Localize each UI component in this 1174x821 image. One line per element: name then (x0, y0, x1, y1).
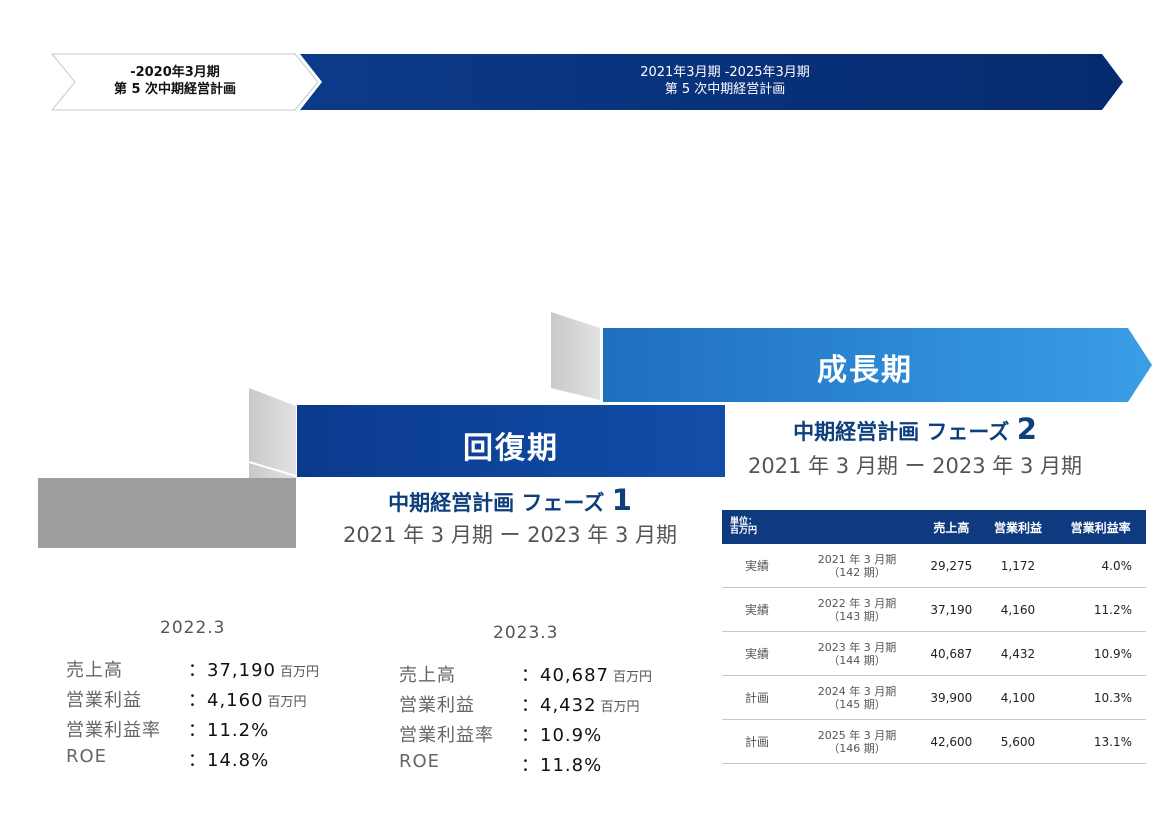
row-sales: 42,600 (922, 720, 981, 764)
row-sales: 29,275 (922, 544, 981, 588)
row-op-margin: 10.3% (1055, 676, 1146, 720)
col-header-op-margin: 営業利益率 (1055, 510, 1146, 544)
phase2-title-text: 中期経営計画 フェーズ (793, 420, 1009, 444)
kv-value: ：40,687 百万円 (521, 661, 652, 687)
current-plan-label: 2021年3月期 -2025年3月期 第 5 次中期経営計画 (340, 64, 1110, 98)
table-row: 計画 2024 年 3 月期 （145 期） 39,900 4,100 10.3% (722, 676, 1146, 720)
kv-value: ：14.8% (188, 746, 269, 772)
result-2023-sales: 売上高 ：40,687 百万円 (399, 661, 456, 687)
phase1-title: 中期経営計画 フェーズ 1 (325, 483, 695, 517)
phase1-title-text: 中期経営計画 フェーズ (388, 491, 604, 515)
summary-table: 単位： 百万円 売上高 営業利益 営業利益率 実績 2021 年 3 月期 （14… (722, 510, 1146, 764)
kv-label: 営業利益率 (399, 721, 494, 747)
kv-label: 営業利益率 (66, 716, 161, 742)
base-step (38, 478, 296, 548)
row-op-profit: 4,432 (981, 632, 1056, 676)
current-plan-period: 2021年3月期 -2025年3月期 (340, 64, 1110, 81)
row-period: 2024 年 3 月期 （145 期） (792, 676, 922, 720)
row-kind: 実績 (722, 588, 792, 632)
row-op-margin: 4.0% (1055, 544, 1146, 588)
phase2-title: 中期経営計画 フェーズ 2 (735, 412, 1095, 446)
result-2022-sales: 売上高 ：37,190 百万円 (66, 656, 123, 682)
result-2022-op-profit: 営業利益 ：4,160 百万円 (66, 686, 142, 712)
row-sales: 37,190 (922, 588, 981, 632)
result-year-2023: 2023.3 (493, 623, 558, 643)
row-kind: 計画 (722, 720, 792, 764)
phase2-number: 2 (1017, 412, 1037, 446)
row-op-margin: 11.2% (1055, 588, 1146, 632)
row-op-profit: 5,600 (981, 720, 1056, 764)
kv-label: 売上高 (399, 661, 456, 687)
phase2-period: 2021 年 3 月期 ー 2023 年 3 月期 (725, 450, 1105, 480)
kv-label: 営業利益 (399, 691, 475, 717)
current-plan-name: 第 5 次中期経営計画 (340, 81, 1110, 98)
recovery-phase-label: 回復期 (297, 423, 725, 467)
table-row: 実績 2021 年 3 月期 （142 期） 29,275 1,172 4.0% (722, 544, 1146, 588)
row-op-margin: 10.9% (1055, 632, 1146, 676)
prev-plan-period: -2020年3月期 (60, 64, 290, 81)
kv-value: ：4,160 百万円 (188, 686, 307, 712)
row-period: 2021 年 3 月期 （142 期） (792, 544, 922, 588)
result-year-2022: 2022.3 (160, 618, 225, 638)
phase1-period: 2021 年 3 月期 ー 2023 年 3 月期 (320, 519, 700, 549)
col-header-op-profit: 営業利益 (981, 510, 1056, 544)
row-period: 2025 年 3 月期 （146 期） (792, 720, 922, 764)
kv-value: ：4,432 百万円 (521, 691, 640, 717)
result-2023-op-margin: 営業利益率 ：10.9% (399, 721, 494, 747)
row-sales: 39,900 (922, 676, 981, 720)
row-op-profit: 1,172 (981, 544, 1056, 588)
table-row: 計画 2025 年 3 月期 （146 期） 42,600 5,600 13.1% (722, 720, 1146, 764)
col-header-sales: 売上高 (922, 510, 981, 544)
kv-label: ROE (399, 751, 440, 772)
table-row: 実績 2023 年 3 月期 （144 期） 40,687 4,432 10.9% (722, 632, 1146, 676)
row-sales: 40,687 (922, 632, 981, 676)
kv-label: 営業利益 (66, 686, 142, 712)
kv-value: ：10.9% (521, 721, 602, 747)
kv-value: ：37,190 百万円 (188, 656, 319, 682)
kv-value: ：11.8% (521, 751, 602, 777)
row-kind: 計画 (722, 676, 792, 720)
row-kind: 実績 (722, 632, 792, 676)
row-kind: 実績 (722, 544, 792, 588)
table-header-row: 単位： 百万円 売上高 営業利益 営業利益率 (722, 510, 1146, 544)
result-2022-roe: ROE ：14.8% (66, 746, 107, 767)
row-op-profit: 4,100 (981, 676, 1056, 720)
result-2022-op-margin: 営業利益率 ：11.2% (66, 716, 161, 742)
result-2023-op-profit: 営業利益 ：4,432 百万円 (399, 691, 475, 717)
row-period: 2023 年 3 月期 （144 期） (792, 632, 922, 676)
kv-value: ：11.2% (188, 716, 269, 742)
row-op-margin: 13.1% (1055, 720, 1146, 764)
phase1-number: 1 (612, 483, 632, 517)
row-period: 2022 年 3 月期 （143 期） (792, 588, 922, 632)
riser-2 (551, 312, 600, 400)
kv-label: ROE (66, 746, 107, 767)
period-header (792, 510, 922, 544)
result-2023-roe: ROE ：11.8% (399, 751, 440, 772)
growth-phase-label: 成長期 (605, 345, 1125, 389)
unit-label: 単位： 百万円 (722, 510, 792, 544)
prev-plan-label: -2020年3月期 第 5 次中期経営計画 (60, 64, 290, 98)
prev-plan-name: 第 5 次中期経営計画 (60, 81, 290, 98)
kv-label: 売上高 (66, 656, 123, 682)
row-op-profit: 4,160 (981, 588, 1056, 632)
table-row: 実績 2022 年 3 月期 （143 期） 37,190 4,160 11.2% (722, 588, 1146, 632)
